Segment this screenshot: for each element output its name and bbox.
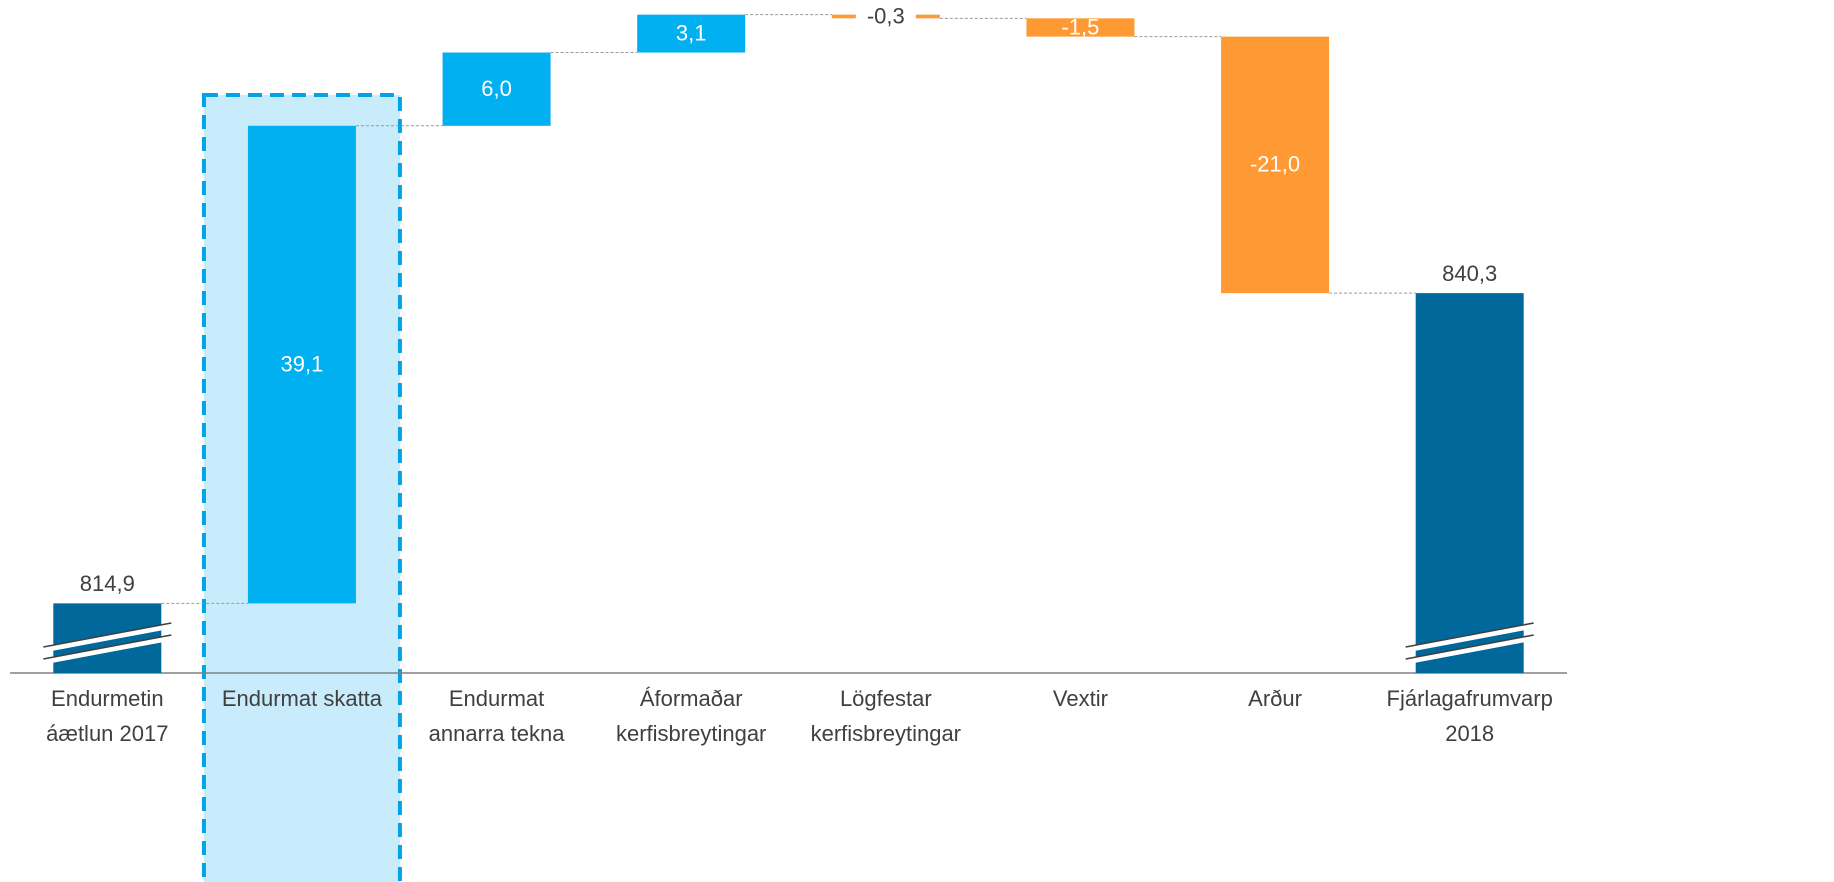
x-tick-label: Arður bbox=[1248, 686, 1302, 711]
axis-break-edge bbox=[43, 634, 172, 660]
bar bbox=[247, 125, 356, 604]
x-tick-label-line: Áformaðar bbox=[640, 686, 743, 711]
bar bbox=[1026, 18, 1135, 37]
x-tick-label: Vextir bbox=[1053, 686, 1108, 711]
x-tick-label: Endurmetin áætlun 2017 bbox=[46, 686, 168, 746]
value-label: -0,3 bbox=[867, 3, 905, 28]
axis-break bbox=[1405, 623, 1535, 653]
x-tick-label: Fjárlagafrumvarp 2018 bbox=[1387, 686, 1553, 746]
value-label: -1,5 bbox=[1061, 14, 1099, 39]
axis-break bbox=[42, 623, 172, 653]
bar bbox=[1221, 36, 1330, 294]
x-tick-label-line: Endurmat bbox=[449, 686, 544, 711]
x-tick-label-line: Arður bbox=[1248, 686, 1302, 711]
value-label: 814,9 bbox=[80, 571, 135, 596]
x-tick-label: Áformaðar kerfisbreytingar bbox=[616, 686, 766, 746]
x-tick-label: Endurmat annarra tekna bbox=[429, 686, 566, 746]
x-tick-label: Lögfestar kerfisbreytingar bbox=[811, 686, 961, 746]
x-tick-label-line: kerfisbreytingar bbox=[616, 721, 766, 746]
value-label: 840,3 bbox=[1442, 261, 1497, 286]
x-tick-label-line: Endurmat skatta bbox=[222, 686, 383, 711]
value-label: 39,1 bbox=[281, 351, 324, 376]
x-tick-label-line: 2018 bbox=[1445, 721, 1494, 746]
axis-break-edge bbox=[43, 622, 172, 648]
x-tick-label-line: annarra tekna bbox=[429, 721, 566, 746]
x-tick-label-line: Vextir bbox=[1053, 686, 1108, 711]
axis-break bbox=[1405, 635, 1535, 665]
x-tick-label-line: Endurmetin bbox=[51, 686, 164, 711]
axis-break bbox=[42, 635, 172, 665]
x-tick-label-line: áætlun 2017 bbox=[46, 721, 168, 746]
label-bg bbox=[855, 4, 916, 29]
bar bbox=[442, 52, 551, 126]
axis-break-edge bbox=[1405, 634, 1534, 660]
x-tick-label-line: kerfisbreytingar bbox=[811, 721, 961, 746]
axis-break-edge bbox=[1405, 622, 1534, 648]
x-tick-label-line: Fjárlagafrumvarp bbox=[1387, 686, 1553, 711]
value-label: 3,1 bbox=[676, 20, 707, 45]
x-tick-label: Endurmat skatta bbox=[222, 686, 383, 711]
bar bbox=[1415, 293, 1524, 673]
x-tick-label-line: Lögfestar bbox=[840, 686, 932, 711]
value-label: 6,0 bbox=[481, 76, 512, 101]
value-label: -21,0 bbox=[1250, 152, 1300, 177]
bar bbox=[637, 14, 746, 53]
